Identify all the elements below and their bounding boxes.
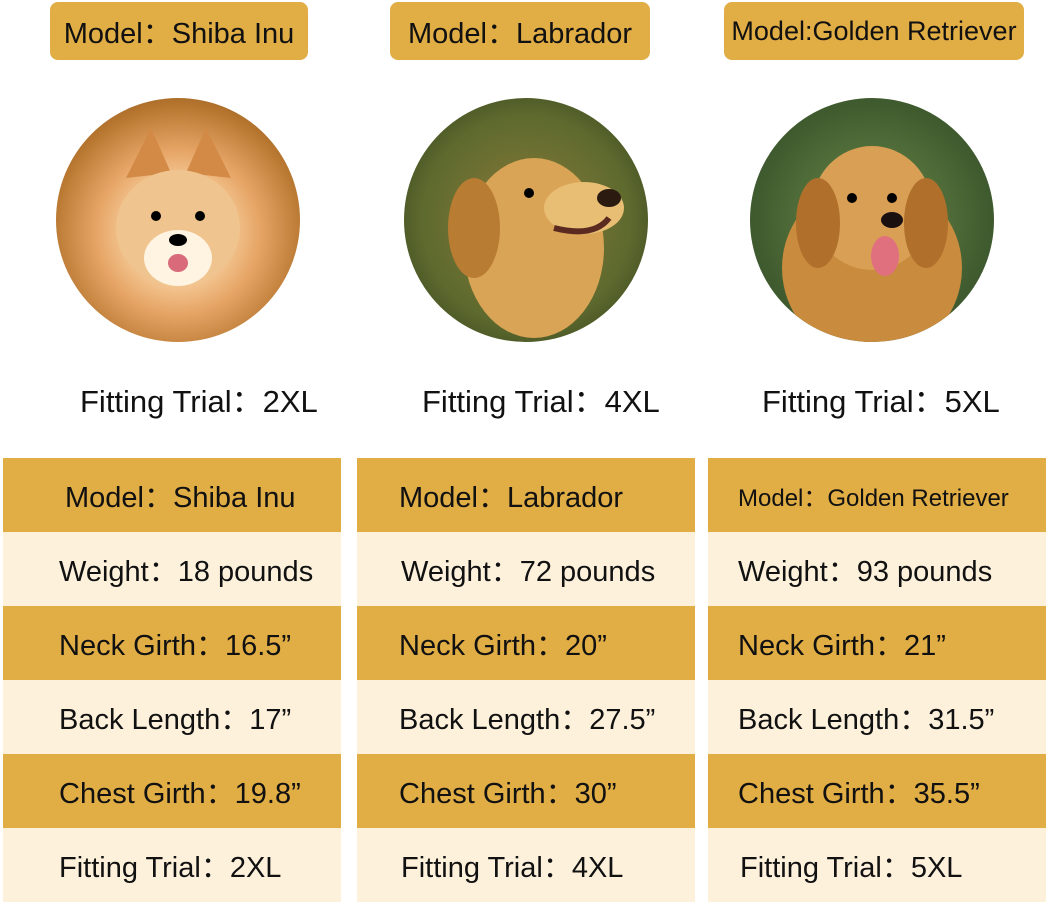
table-row: Model：Labrador — [357, 458, 695, 532]
table-row: Back Length：27.5” — [357, 680, 695, 754]
table-row: Weight：72 pounds — [357, 532, 695, 606]
table-row: Fitting Trial：2XL — [3, 828, 341, 902]
size-table-shiba: Model：Shiba Inu Weight：18 pounds Neck Gi… — [3, 458, 341, 902]
fitting-trial-shiba: Fitting Trial：2XL — [80, 384, 318, 419]
labrador-photo — [404, 98, 648, 342]
table-row: Neck Girth：16.5” — [3, 606, 341, 680]
model-tag-shiba: Model：Shiba Inu — [50, 2, 308, 60]
shiba-inu-photo — [56, 98, 300, 342]
size-table-golden: Model：Golden Retriever Weight：93 pounds … — [708, 458, 1046, 902]
table-row: Weight：18 pounds — [3, 532, 341, 606]
table-row: Neck Girth：21” — [708, 606, 1046, 680]
dog-face-icon — [782, 146, 962, 342]
table-row: Back Length：31.5” — [708, 680, 1046, 754]
fitting-trial-golden: Fitting Trial：5XL — [762, 384, 1000, 419]
dog-face-icon — [116, 128, 240, 286]
table-row: Chest Girth：35.5” — [708, 754, 1046, 828]
model-tag-golden: Model:Golden Retriever — [724, 2, 1024, 60]
golden-retriever-photo — [750, 98, 994, 342]
model-tag-labrador: Model：Labrador — [390, 2, 650, 60]
fitting-trial-labrador: Fitting Trial：4XL — [422, 384, 660, 419]
table-row: Fitting Trial：4XL — [357, 828, 695, 902]
dog-face-icon — [448, 158, 624, 338]
table-row: Chest Girth：19.8” — [3, 754, 341, 828]
table-row: Weight：93 pounds — [708, 532, 1046, 606]
size-table-labrador: Model：Labrador Weight：72 pounds Neck Gir… — [357, 458, 695, 902]
table-row: Fitting Trial：5XL — [708, 828, 1046, 902]
table-row: Neck Girth：20” — [357, 606, 695, 680]
table-row: Back Length：17” — [3, 680, 341, 754]
table-row: Model：Golden Retriever — [708, 458, 1046, 532]
table-row: Chest Girth：30” — [357, 754, 695, 828]
table-row: Model：Shiba Inu — [3, 458, 341, 532]
